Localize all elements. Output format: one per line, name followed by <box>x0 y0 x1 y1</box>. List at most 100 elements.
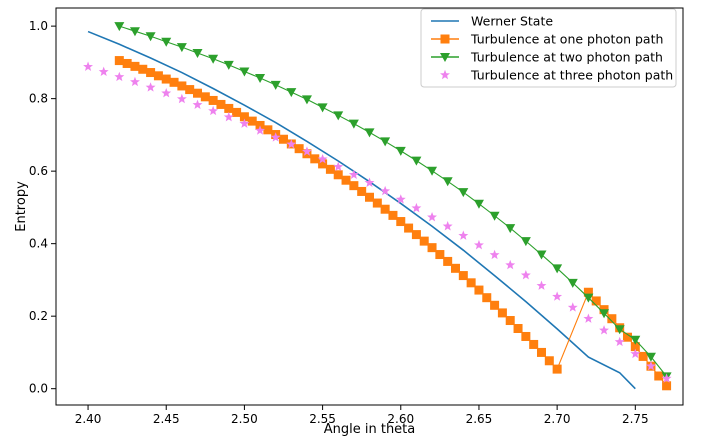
data-point <box>552 264 563 274</box>
data-point <box>364 177 375 187</box>
data-point <box>458 230 469 240</box>
data-point <box>176 43 187 53</box>
y-axis: 0.0 0.2 0.4 0.6 0.8 1.0 <box>29 19 56 396</box>
data-point <box>333 111 344 121</box>
data-point <box>349 181 359 191</box>
series-4 <box>83 61 672 383</box>
data-point <box>435 250 445 260</box>
data-point <box>583 293 594 303</box>
data-point <box>427 212 437 222</box>
data-point <box>176 93 187 104</box>
data-point <box>411 202 422 213</box>
y-tick-label: 1.0 <box>29 19 48 33</box>
x-tick-label: 2.50 <box>231 412 258 426</box>
data-point <box>145 32 156 42</box>
data-point <box>411 230 421 240</box>
data-point <box>146 68 156 78</box>
data-point <box>552 364 562 374</box>
data-point <box>223 111 234 122</box>
data-point <box>443 256 453 266</box>
data-point <box>169 77 179 87</box>
data-point <box>348 169 359 179</box>
data-point <box>83 61 93 71</box>
data-point <box>442 221 453 231</box>
data-point <box>474 239 484 250</box>
legend-label: Werner State <box>471 14 553 29</box>
data-point <box>333 170 343 180</box>
data-point <box>458 188 469 198</box>
data-point <box>622 332 632 342</box>
data-point <box>583 287 593 297</box>
data-point <box>372 198 382 208</box>
data-point <box>317 103 328 113</box>
data-point <box>364 128 375 138</box>
data-point <box>552 291 563 301</box>
data-point <box>599 309 610 319</box>
data-point <box>489 211 500 221</box>
data-point <box>185 85 195 95</box>
data-point <box>348 119 359 129</box>
x-tick-label: 2.75 <box>622 412 649 426</box>
data-point <box>529 339 539 349</box>
data-point <box>114 56 124 66</box>
series-line <box>119 60 668 387</box>
data-point <box>505 316 515 326</box>
x-tick-label: 2.40 <box>75 412 102 426</box>
data-point <box>404 223 414 233</box>
legend-item: Turbulence at two photon path <box>431 50 663 65</box>
data-point <box>380 185 391 196</box>
data-point <box>286 139 297 149</box>
data-point <box>208 54 219 64</box>
data-point <box>466 278 476 288</box>
data-point <box>473 199 484 209</box>
data-point <box>333 161 344 172</box>
data-point <box>239 67 250 77</box>
y-tick-label: 0.0 <box>29 382 48 396</box>
series-layer <box>83 22 672 391</box>
data-point <box>482 293 492 303</box>
legend-item: Turbulence at three photon path <box>440 68 673 83</box>
data-point <box>232 107 242 117</box>
data-point <box>302 146 312 156</box>
data-point <box>239 118 250 128</box>
data-point <box>395 146 406 156</box>
data-point <box>193 88 203 98</box>
data-point <box>513 324 523 334</box>
data-point <box>153 71 163 81</box>
data-point <box>474 285 484 295</box>
data-point <box>599 325 609 335</box>
data-point <box>427 166 438 176</box>
data-point <box>536 347 546 357</box>
data-point <box>318 159 328 169</box>
y-tick-label: 0.8 <box>29 92 48 106</box>
x-tick-label: 2.65 <box>466 412 493 426</box>
y-axis-label: Entropy <box>14 181 29 232</box>
data-point <box>239 112 249 122</box>
plot-frame <box>55 7 684 406</box>
data-point <box>114 22 125 32</box>
x-tick-label: 2.60 <box>387 412 414 426</box>
legend-item: Werner State <box>431 14 553 29</box>
y-tick-label: 0.2 <box>29 309 48 323</box>
data-point <box>662 381 672 391</box>
data-point <box>208 95 218 105</box>
data-point <box>536 280 547 290</box>
data-point <box>130 61 140 71</box>
legend-marker <box>440 53 450 62</box>
data-point <box>536 250 547 260</box>
data-point <box>223 60 234 70</box>
legend-item: Turbulence at one photon path <box>431 32 663 47</box>
data-point <box>520 237 531 247</box>
data-point <box>357 186 367 196</box>
x-tick-label: 2.70 <box>544 412 571 426</box>
data-point <box>654 371 664 381</box>
data-point <box>294 144 304 154</box>
data-point <box>458 271 468 281</box>
data-point <box>208 105 219 116</box>
legend-label: Turbulence at one photon path <box>470 32 663 47</box>
data-point <box>310 154 320 164</box>
data-point <box>645 352 656 362</box>
data-point <box>380 137 391 147</box>
data-point <box>130 76 140 87</box>
